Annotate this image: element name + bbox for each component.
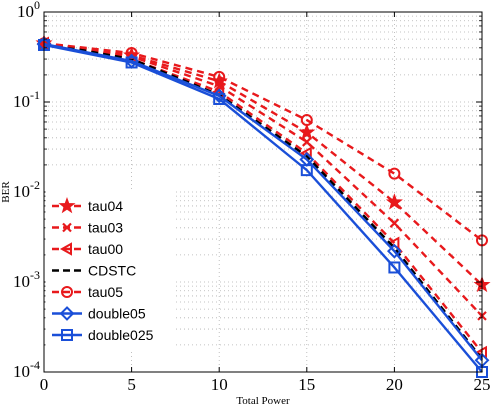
- y-tick-label: 10-1: [13, 88, 40, 111]
- marker-square: [61, 329, 73, 341]
- x-tick-label: 0: [40, 375, 49, 394]
- series-CDSTC: [43, 42, 483, 360]
- legend-entry-double025: double025: [52, 327, 154, 343]
- y-tick-label: 10-4: [13, 358, 40, 381]
- legend-label: tau04: [88, 198, 123, 214]
- y-tick-label: 10-3: [13, 268, 40, 291]
- x-axis-label: Total Power: [236, 395, 290, 407]
- legend-label: tau03: [88, 220, 123, 236]
- legend-entry-CDSTC: CDSTC: [52, 263, 136, 279]
- series-line-tau05: [43, 42, 483, 242]
- legend-entry-tau00: tau00: [52, 241, 123, 257]
- series-line-CDSTC: [43, 42, 483, 360]
- axes: 0 5 10 15 20 25 10-4 10-3 10-2 10-1 100: [13, 0, 491, 394]
- x-tick-label: 5: [127, 375, 136, 394]
- marker-square: [300, 164, 313, 177]
- legend-label: tau00: [88, 241, 123, 257]
- x-tick-label: 20: [386, 375, 403, 394]
- series-line-tau03: [43, 42, 483, 317]
- marker-x: [302, 137, 312, 147]
- marker-star: [58, 197, 76, 214]
- legend-entry-tau03: tau03: [52, 220, 123, 236]
- legend-entry-tau04: tau04: [52, 197, 123, 214]
- marker-diamond: [386, 243, 402, 259]
- legend-entry-tau05: tau05: [52, 284, 123, 300]
- y-tick-label: 100: [17, 0, 40, 21]
- legend: tau04 tau03 tau00 CDSTC tau05 double05 double0…: [45, 191, 175, 351]
- series-layer: [35, 34, 491, 378]
- legend-label: tau05: [88, 284, 123, 300]
- legend-label: double05: [88, 306, 146, 322]
- marker-x: [214, 81, 224, 91]
- legend-label: CDSTC: [88, 263, 136, 279]
- marker-star: [385, 193, 403, 210]
- series-line-double025: [43, 43, 483, 373]
- marker-square: [213, 92, 226, 105]
- marker-x: [389, 218, 400, 228]
- series-line-double05: [43, 42, 483, 362]
- marker-square: [388, 261, 401, 274]
- marker-star: [298, 123, 316, 140]
- legend-label: double025: [88, 327, 154, 343]
- marker-diamond: [59, 306, 75, 321]
- y-axis-label: BER: [0, 181, 12, 203]
- marker-circle: [300, 114, 313, 127]
- marker-circle: [388, 167, 401, 180]
- marker-x: [62, 222, 72, 233]
- legend-entry-double05: double05: [52, 306, 146, 322]
- marker-circle: [61, 286, 73, 298]
- x-tick-label: 25: [474, 375, 491, 394]
- marker-square: [125, 56, 138, 69]
- x-tick-label: 15: [298, 375, 315, 394]
- marker-triangle: [59, 242, 72, 256]
- x-tick-label: 10: [211, 375, 228, 394]
- marker-circle: [213, 70, 226, 83]
- y-tick-label: 10-2: [13, 178, 40, 201]
